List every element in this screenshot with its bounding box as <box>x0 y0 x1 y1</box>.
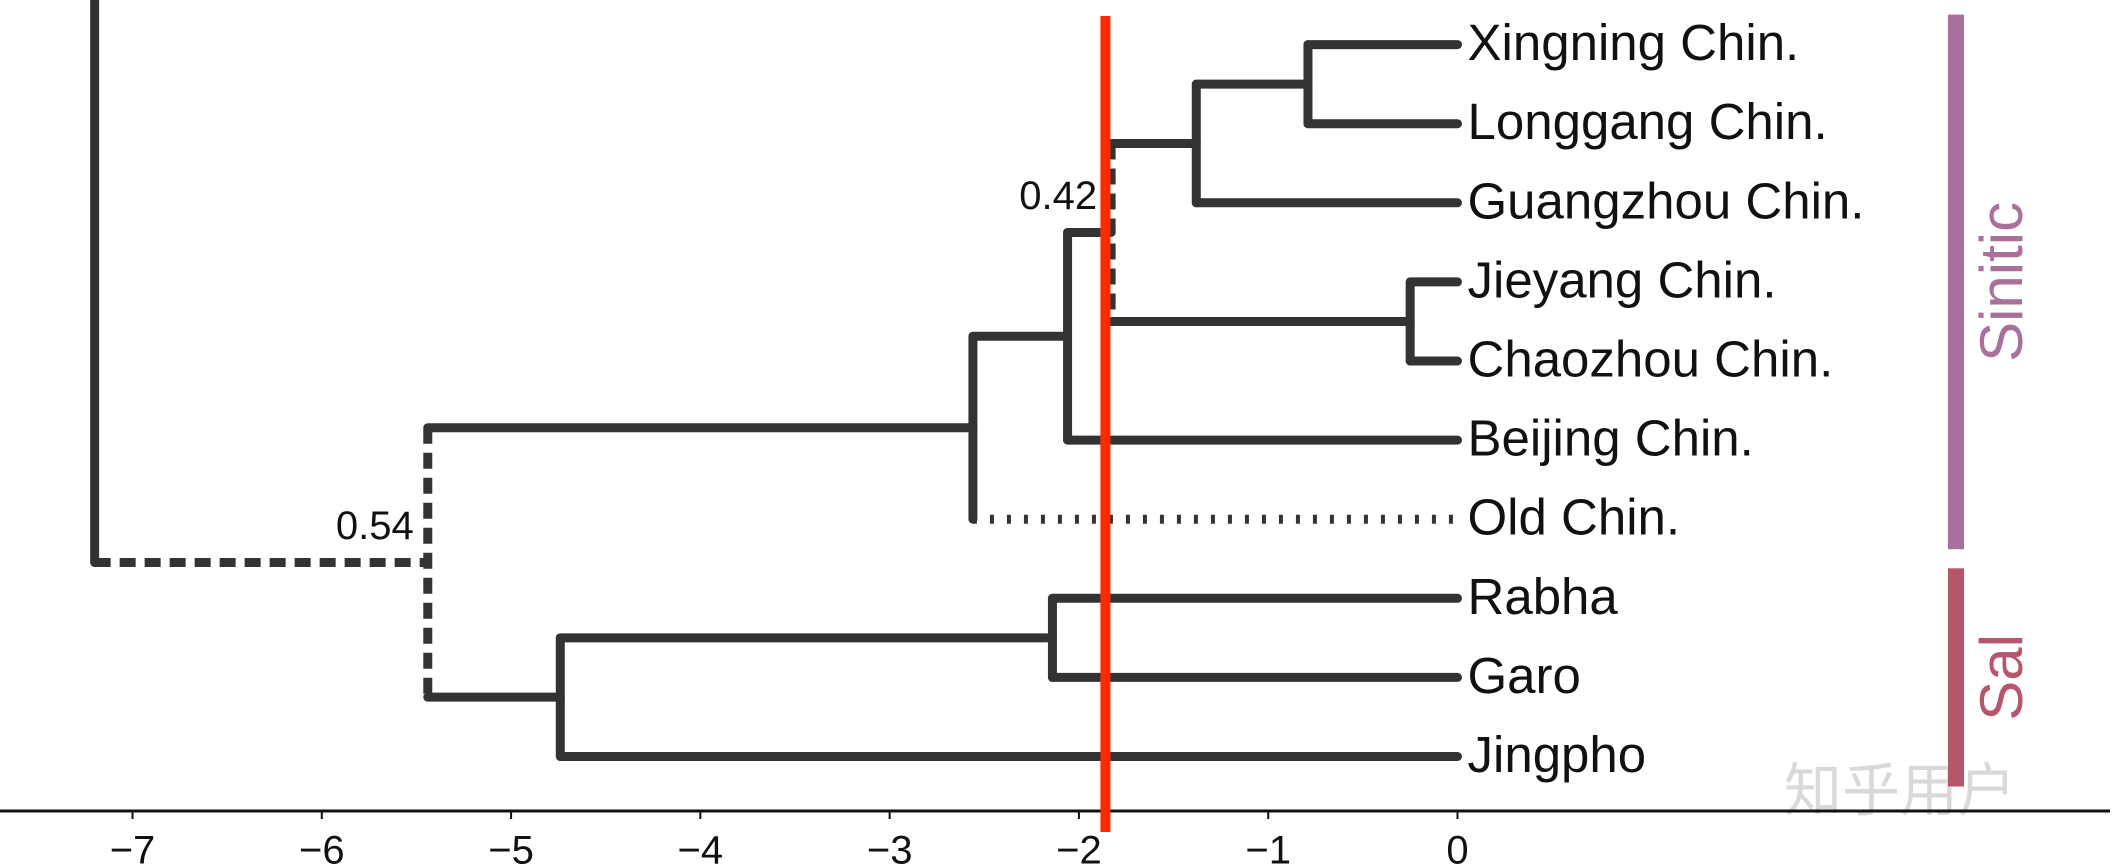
leaf-label: Jieyang Chin. <box>1468 251 1777 308</box>
clade-label: Sinitic <box>1968 202 2035 362</box>
leaf-label: Xingning Chin. <box>1468 14 1800 71</box>
leaf-label: Old Chin. <box>1468 489 1681 546</box>
leaf-label: Rabha <box>1468 568 1619 625</box>
leaf-label: Chaozhou Chin. <box>1468 330 1834 387</box>
leaf-label: Garo <box>1468 647 1581 704</box>
leaf-label: Beijing Chin. <box>1468 410 1754 467</box>
x-tick-label: −3 <box>867 829 913 868</box>
leaf-label: Longgang Chin. <box>1468 93 1828 150</box>
x-tick-label: −5 <box>488 829 534 868</box>
x-tick-label: 0 <box>1446 829 1468 868</box>
support-label: 0.54 <box>336 504 414 548</box>
clade-label: Sal <box>1968 634 2035 721</box>
watermark: 知乎用户 <box>1784 758 2016 823</box>
x-tick-label: −1 <box>1245 829 1291 868</box>
x-tick-label: −4 <box>678 829 724 868</box>
clade-bar <box>1948 14 1964 550</box>
support-label: 0.42 <box>1019 174 1097 218</box>
clade-bar <box>1948 568 1964 787</box>
x-tick-label: −7 <box>110 829 156 868</box>
x-tick-label: −2 <box>1056 829 1102 868</box>
leaf-label: Jingpho <box>1468 726 1647 783</box>
x-tick-label: −6 <box>299 829 345 868</box>
leaf-label: Guangzhou Chin. <box>1468 172 1865 229</box>
